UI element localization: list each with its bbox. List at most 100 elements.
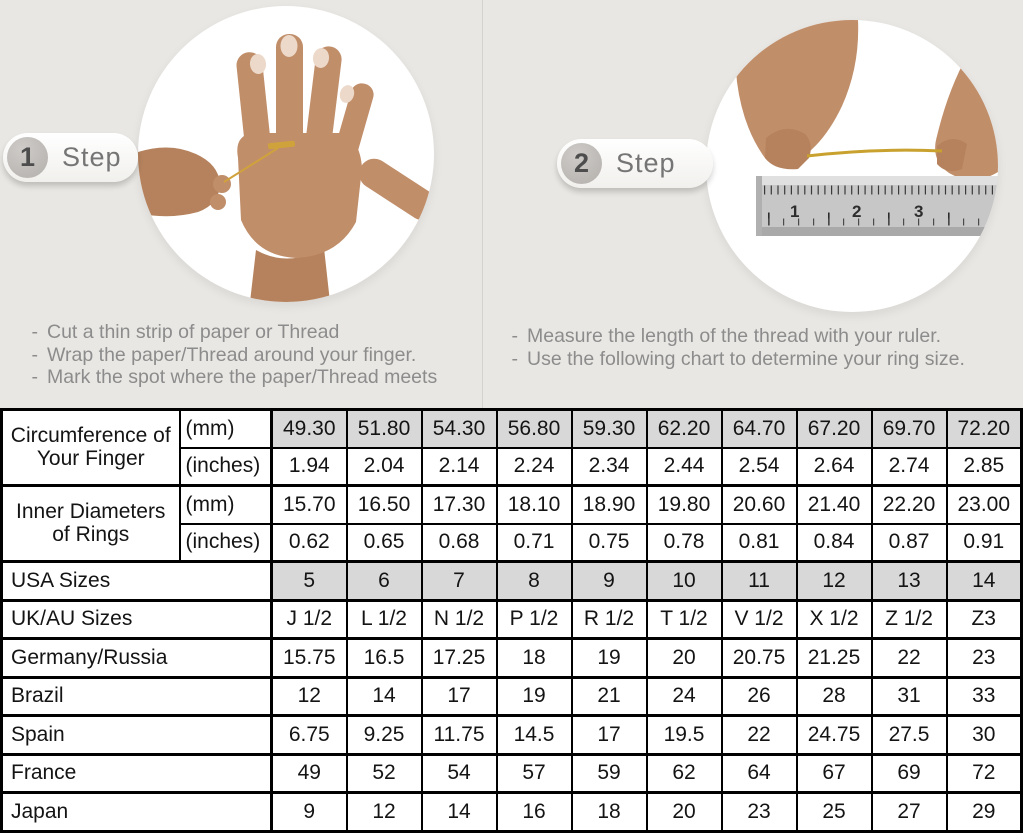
value-cell: 19.80 — [645, 484, 723, 525]
ruler-icon: 1 2 3 — [756, 176, 998, 236]
value-cell: 54 — [420, 752, 498, 794]
table-row: Germany/Russia 15.75 16.5 17.25 18 19 20 20.75 2… — [0, 637, 1023, 678]
value-cell: 16.5 — [345, 637, 423, 678]
value-cell: 21 — [570, 675, 648, 717]
instruction-item: - Wrap the paper/Thread around your fing… — [24, 344, 437, 367]
row-label: Germany/Russia — [0, 637, 273, 678]
row-label: UK/AU Sizes — [0, 598, 273, 640]
value-cell: 0.75 — [570, 522, 648, 563]
bullet-dash: - — [31, 343, 39, 366]
value-cell: 19 — [570, 637, 648, 678]
value-cell: 6.75 — [270, 714, 348, 755]
value-cell: R 1/2 — [570, 598, 648, 640]
step1-label: Step — [62, 142, 122, 172]
value-cell: 1.94 — [270, 446, 348, 487]
value-cell: 18.10 — [495, 484, 573, 525]
value-cell: 62 — [645, 752, 723, 794]
value-cell: 11.75 — [420, 714, 498, 755]
value-cell: 2.64 — [795, 446, 873, 487]
left-hand-icon — [734, 20, 859, 170]
value-cell: 0.65 — [345, 522, 423, 563]
step2-label: Step — [616, 148, 676, 178]
step1-badge: 1 Step — [3, 133, 138, 182]
value-cell: 57 — [495, 752, 573, 794]
value-cell: 2.24 — [495, 446, 573, 487]
bullet-dash: - — [511, 325, 519, 347]
value-cell: 59.30 — [570, 408, 648, 449]
value-cell: 2.85 — [945, 446, 1023, 487]
value-cell: 69.70 — [870, 408, 948, 449]
instruction-text: Mark the spot where the paper/Thread mee… — [47, 366, 438, 388]
value-cell: 0.87 — [870, 522, 948, 563]
value-cell: J 1/2 — [270, 598, 348, 640]
value-cell: 17 — [570, 714, 648, 755]
value-cell: 52 — [345, 752, 423, 794]
value-cell: 16.50 — [345, 484, 423, 525]
value-cell: Z 1/2 — [870, 598, 948, 640]
row-group-label: Inner Diameters of Rings — [0, 484, 181, 563]
value-cell: 64 — [720, 752, 798, 794]
table-row: Spain 6.75 9.25 11.75 14.5 17 19.5 22 24.75 27.5 3… — [0, 714, 1023, 755]
value-cell: 29 — [945, 791, 1023, 832]
instruction-text: Measure the length of the thread with yo… — [527, 325, 942, 347]
value-cell: 0.91 — [945, 522, 1023, 563]
value-cell: 25 — [795, 791, 873, 832]
value-cell: 11 — [720, 560, 798, 601]
thread-icon — [806, 148, 943, 158]
value-cell: 20 — [645, 791, 723, 832]
value-cell: 0.84 — [795, 522, 873, 563]
ruler-number: 3 — [914, 202, 923, 221]
value-cell: 2.04 — [345, 446, 423, 487]
value-cell: 14 — [945, 560, 1023, 601]
value-cell: 15.75 — [270, 637, 348, 678]
value-cell: T 1/2 — [645, 598, 723, 640]
value-cell: 27 — [870, 791, 948, 832]
value-cell: 10 — [645, 560, 723, 601]
value-cell: 59 — [570, 752, 648, 794]
value-cell: 26 — [720, 675, 798, 717]
value-cell: 2.14 — [420, 446, 498, 487]
table-row: France 49 52 54 57 59 62 64 67 69 72 — [0, 752, 1023, 794]
value-cell: 27.5 — [870, 714, 948, 755]
table-row: Japan 9 12 14 16 18 20 23 25 27 29 — [0, 791, 1023, 832]
value-cell: 8 — [495, 560, 573, 601]
unit-label: (inches) — [178, 522, 273, 563]
value-cell: 54.30 — [420, 408, 498, 449]
value-cell: 12 — [270, 675, 348, 717]
step1-photo — [138, 6, 434, 302]
ruler-number: 2 — [852, 202, 861, 221]
unit-label: (mm) — [178, 408, 273, 449]
ring-size-table: Circumference of Your Finger (mm) 49.30 51.… — [0, 408, 1023, 833]
value-cell: L 1/2 — [345, 598, 423, 640]
value-cell: 22 — [720, 714, 798, 755]
thread-icon — [223, 147, 279, 183]
fingernail-details — [249, 35, 355, 103]
value-cell: 24.75 — [795, 714, 873, 755]
value-cell: 17.25 — [420, 637, 498, 678]
value-cell: 0.62 — [270, 522, 348, 563]
value-cell: 21.25 — [795, 637, 873, 678]
row-label: Japan — [0, 791, 273, 832]
bullet-dash: - — [511, 347, 519, 370]
row-group-label: Circumference of Your Finger — [0, 408, 181, 487]
instruction-item: - Cut a thin strip of paper or Thread — [24, 321, 437, 344]
value-cell: 64.70 — [720, 408, 798, 449]
value-cell: 17.30 — [420, 484, 498, 525]
table-row: (inches) 0.62 0.65 0.68 0.71 0.75 0.78 0.81 0.84… — [2, 522, 1023, 563]
value-cell: 20.60 — [720, 484, 798, 525]
step1-instructions: - Cut a thin strip of paper or Thread - … — [24, 321, 438, 389]
value-cell: Z3 — [945, 598, 1023, 640]
value-cell: 7 — [420, 560, 498, 601]
value-cell: 24 — [645, 675, 723, 717]
value-cell: 16 — [495, 791, 573, 832]
value-cell: 6 — [345, 560, 423, 601]
instruction-item: - Use the following chart to determine y… — [504, 348, 965, 371]
value-cell: 67.20 — [795, 408, 873, 449]
value-cell: 2.74 — [870, 446, 948, 487]
value-cell: 62.20 — [645, 408, 723, 449]
value-cell: P 1/2 — [495, 598, 573, 640]
table-row: (inches) 1.94 2.04 2.14 2.24 2.34 2.44 2.54 2.64… — [2, 446, 1023, 487]
instruction-text: Cut a thin strip of paper or Thread — [47, 321, 340, 343]
value-cell: 14 — [420, 791, 498, 832]
